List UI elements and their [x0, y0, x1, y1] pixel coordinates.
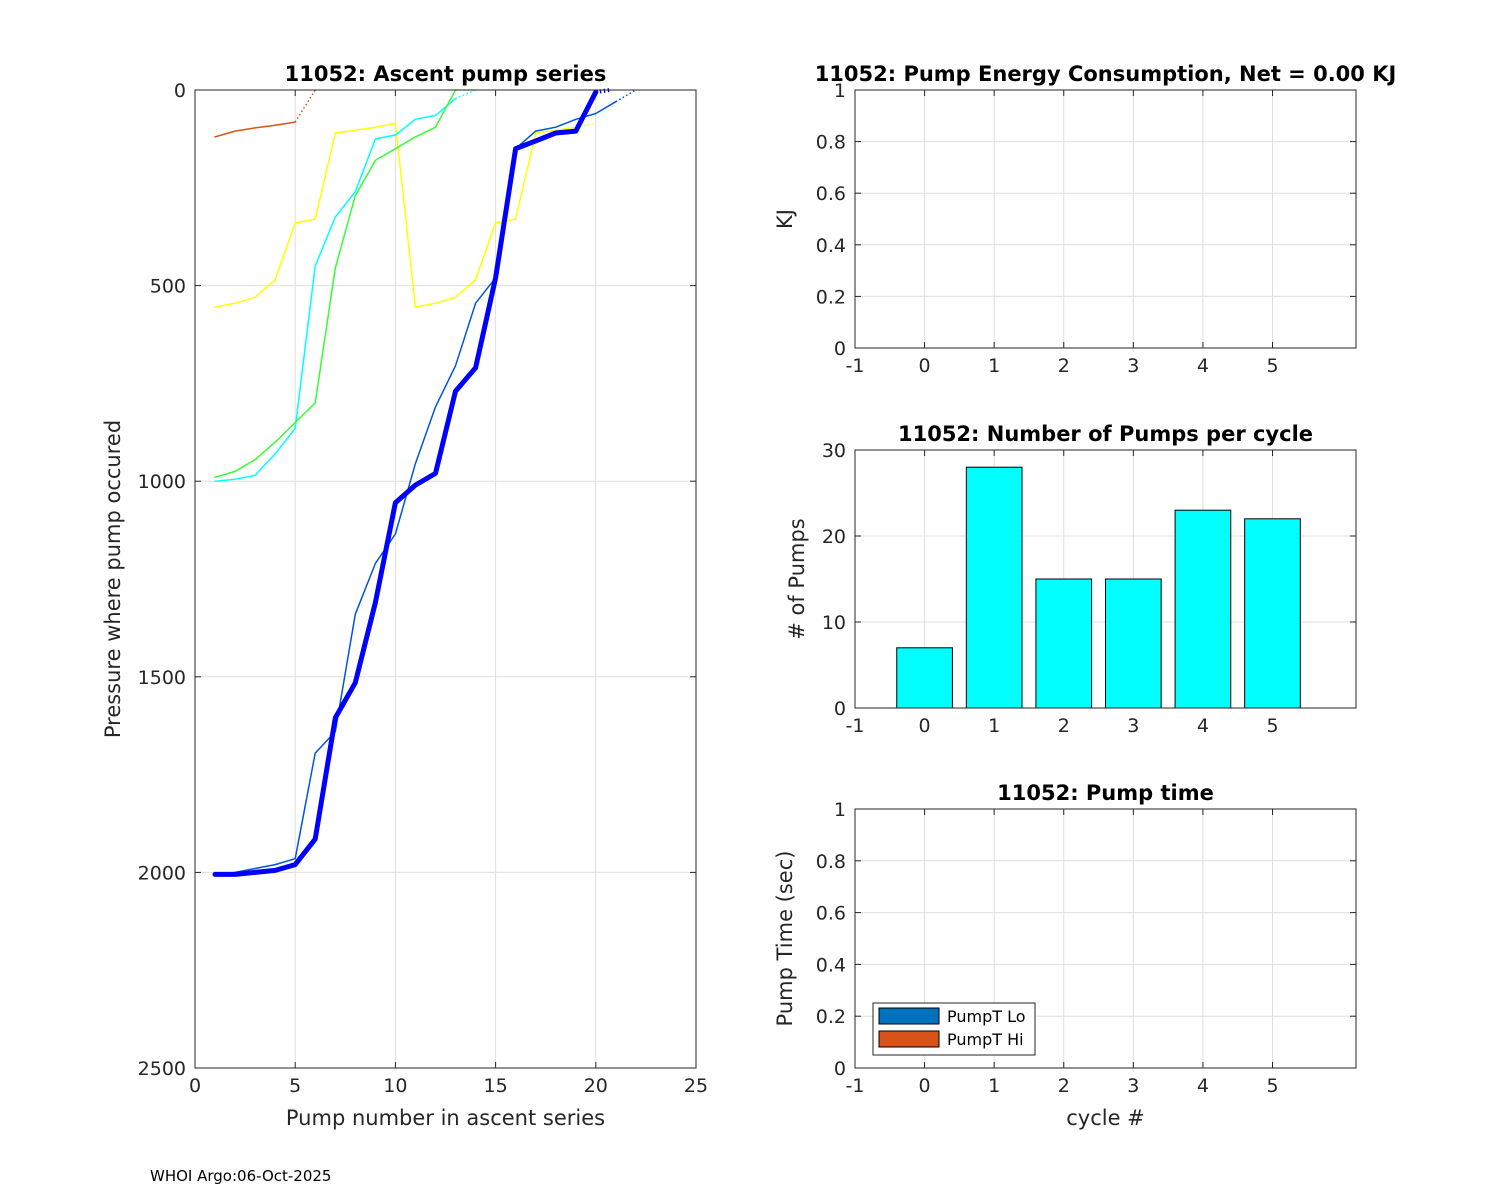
- y-axis-label: # of Pumps: [785, 518, 809, 640]
- plot-area: [195, 90, 696, 1068]
- y-tick-label: 0.4: [816, 954, 846, 976]
- y-tick-label: 1: [834, 80, 846, 102]
- bar-3: [1105, 578, 1162, 709]
- x-axis-label: Pump number in ascent series: [286, 1106, 605, 1130]
- y-tick-label: 0.8: [816, 132, 846, 154]
- y-tick-label: 30: [822, 440, 846, 462]
- series-dotted-1: [575, 122, 596, 128]
- x-tick-label: 5: [1266, 1075, 1278, 1097]
- bar-4: [1174, 509, 1232, 709]
- y-tick-label: 0.2: [816, 1006, 846, 1028]
- bar-2: [1035, 578, 1093, 709]
- x-tick-label: 25: [684, 1075, 708, 1097]
- bar-5: [1244, 518, 1301, 709]
- chart-ascent: 0 5 10 15 20 25 0 500 1000 1500 2000 2500 11052: Asc…: [101, 62, 708, 1130]
- bar-1: [965, 466, 1023, 709]
- series-line-5: [212, 89, 599, 877]
- x-tick-label: 1: [988, 715, 1000, 737]
- x-tick-label: 10: [383, 1075, 407, 1097]
- x-tick-label: 20: [584, 1075, 608, 1097]
- y-axis-label: Pump Time (sec): [773, 851, 797, 1027]
- series-line-4: [214, 100, 617, 876]
- chart-title: 11052: Pump Energy Consumption, Net = 0.…: [815, 62, 1397, 86]
- footer-text: WHOI Argo:06-Oct-2025: [150, 1167, 332, 1185]
- y-tick-label: 0: [834, 698, 846, 720]
- plot-area: [855, 90, 1356, 348]
- series-line-2: [214, 97, 457, 482]
- y-tick-label: 2500: [138, 1058, 186, 1080]
- y-tick-label: 0.6: [816, 903, 846, 925]
- x-tick-label: 1: [988, 355, 1000, 377]
- x-tick-label: 3: [1127, 715, 1139, 737]
- y-tick-label: 1500: [138, 667, 186, 689]
- chart-title: 11052: Number of Pumps per cycle: [898, 422, 1313, 446]
- series-group: [212, 88, 637, 877]
- y-tick-label: 0: [174, 80, 186, 102]
- y-tick-label: 20: [822, 526, 846, 548]
- x-tick-label: 15: [484, 1075, 508, 1097]
- x-tick-label: -1: [846, 715, 865, 737]
- x-tick-label: 5: [1266, 715, 1278, 737]
- axes-box: [854, 89, 1357, 349]
- x-tick-label: 3: [1127, 1075, 1139, 1097]
- y-tick-label: 1: [834, 799, 846, 821]
- y-tick-label: 0.8: [816, 851, 846, 873]
- y-tick-label: 500: [150, 276, 186, 298]
- legend-label: PumpT Hi: [947, 1030, 1024, 1049]
- series-line-0: [214, 121, 296, 138]
- x-tick-label: 2: [1058, 715, 1070, 737]
- x-tick-label: 4: [1197, 715, 1209, 737]
- x-tick-label: 0: [919, 355, 931, 377]
- x-tick-label: 5: [1266, 355, 1278, 377]
- x-tick-label: 2: [1058, 1075, 1070, 1097]
- x-tick-label: 0: [189, 1075, 201, 1097]
- series-line-1: [214, 122, 577, 308]
- x-tick-label: 4: [1197, 1075, 1209, 1097]
- y-tick-label: 0.4: [816, 235, 846, 257]
- x-tick-label: 0: [919, 1075, 931, 1097]
- y-tick-label: 2000: [138, 862, 186, 884]
- y-tick-label: 0.6: [816, 183, 846, 205]
- legend-swatch: [878, 1007, 940, 1025]
- y-tick-label: 1000: [138, 471, 186, 493]
- x-tick-label: 5: [289, 1075, 301, 1097]
- axes-box: [194, 89, 697, 1069]
- chart-title: 11052: Pump time: [997, 781, 1214, 805]
- axes-box: [854, 449, 1357, 709]
- y-axis-label: Pressure where pump occured: [101, 420, 125, 738]
- bar-0: [896, 647, 953, 709]
- x-tick-label: 0: [919, 715, 931, 737]
- series-line-3: [214, 89, 457, 479]
- axes-box: [854, 808, 1357, 1069]
- legend-swatch: [878, 1030, 940, 1048]
- legend-label: PumpT Lo: [947, 1007, 1026, 1026]
- x-axis-label: cycle #: [1066, 1106, 1145, 1130]
- y-axis-label: KJ: [773, 209, 797, 229]
- y-tick-label: 0: [834, 338, 846, 360]
- chart-title: 11052: Ascent pump series: [285, 62, 607, 86]
- y-tick-label: 10: [822, 612, 846, 634]
- y-tick-label: 0.2: [816, 286, 846, 308]
- y-tick-label: 0: [834, 1058, 846, 1080]
- x-tick-label: 3: [1127, 355, 1139, 377]
- x-tick-label: 4: [1197, 355, 1209, 377]
- x-tick-label: -1: [846, 1075, 865, 1097]
- x-tick-label: 1: [988, 1075, 1000, 1097]
- x-tick-label: -1: [846, 355, 865, 377]
- x-tick-label: 2: [1058, 355, 1070, 377]
